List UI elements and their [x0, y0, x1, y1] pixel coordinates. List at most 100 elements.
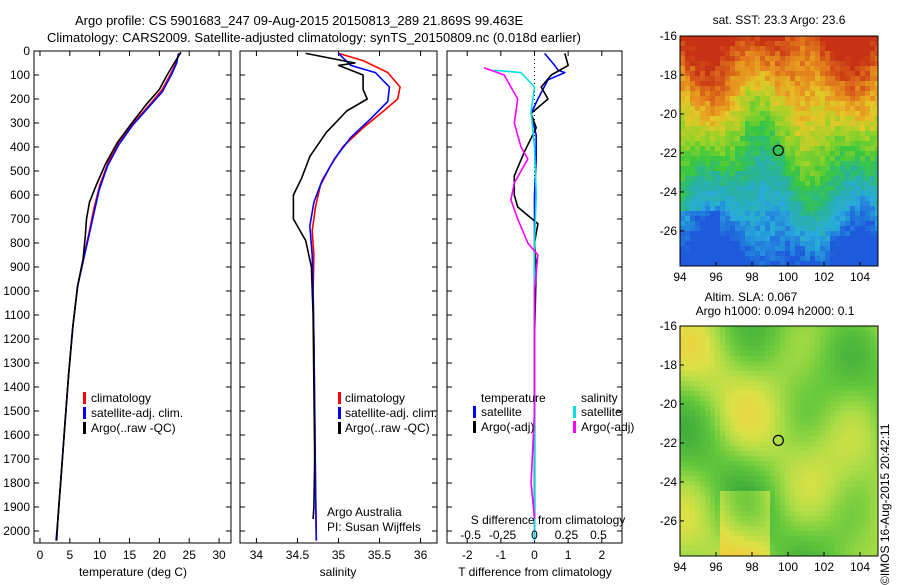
- heatmap-cell: [870, 111, 876, 117]
- heatmap-cell: [805, 376, 811, 382]
- heatmap-cell: [745, 416, 751, 422]
- heatmap-cell: [825, 486, 831, 492]
- heatmap-cell: [765, 186, 771, 192]
- heatmap-cell: [805, 326, 811, 332]
- heatmap-cell: [685, 171, 691, 177]
- series-line-t-argo-adj-: [513, 53, 570, 519]
- heatmap-cell: [695, 521, 701, 527]
- heatmap-cell: [805, 531, 811, 537]
- heatmap-cell: [685, 476, 691, 482]
- heatmap-cell: [740, 531, 746, 537]
- heatmap-cell: [815, 411, 821, 417]
- heatmap-cell: [855, 421, 861, 427]
- heatmap-cell: [785, 166, 791, 172]
- heatmap-cell: [720, 381, 726, 387]
- heatmap-cell: [750, 406, 756, 412]
- heatmap-cell: [770, 326, 776, 332]
- heatmap-cell: [730, 66, 736, 72]
- heatmap-cell: [845, 411, 851, 417]
- heatmap-cell: [715, 546, 721, 552]
- heatmap-cell: [795, 56, 801, 62]
- heatmap-cell: [710, 171, 716, 177]
- heatmap-cell: [830, 401, 836, 407]
- heatmap-cell: [860, 471, 866, 477]
- heatmap-cell: [775, 81, 781, 87]
- heatmap-cell: [690, 421, 696, 427]
- heatmap-cell: [830, 406, 836, 412]
- heatmap-cell: [730, 161, 736, 167]
- heatmap-cell: [750, 136, 756, 142]
- heatmap-cell: [760, 411, 766, 417]
- heatmap-cell: [755, 136, 761, 142]
- heatmap-cell: [790, 151, 796, 157]
- heatmap-cell: [790, 521, 796, 527]
- heatmap-cell: [870, 131, 876, 137]
- heatmap-cell: [750, 381, 756, 387]
- heatmap-cell: [855, 196, 861, 202]
- heatmap-cell: [740, 156, 746, 162]
- y-tick-label: 1100: [4, 308, 30, 322]
- heatmap-cell: [835, 251, 841, 257]
- heatmap-cell: [775, 521, 781, 527]
- heatmap-cell: [830, 121, 836, 127]
- heatmap-cell: [685, 36, 691, 42]
- heatmap-cell: [820, 76, 826, 82]
- heatmap-cell: [680, 71, 686, 77]
- heatmap-cell: [685, 71, 691, 77]
- heatmap-cell: [745, 161, 751, 167]
- heatmap-cell: [825, 51, 831, 57]
- heatmap-cell: [805, 356, 811, 362]
- heatmap-cell: [745, 401, 751, 407]
- heatmap-cell: [785, 411, 791, 417]
- heatmap-cell: [855, 221, 861, 227]
- heatmap-cell: [770, 506, 776, 512]
- heatmap-cell: [680, 476, 686, 482]
- heatmap-cell: [785, 91, 791, 97]
- heatmap-cell: [875, 436, 878, 442]
- heatmap-cell: [710, 151, 716, 157]
- heatmap-cell: [755, 211, 761, 217]
- heatmap-cell: [850, 156, 856, 162]
- y-tick-label: 1900: [3, 500, 30, 514]
- heatmap-cell: [805, 366, 811, 372]
- heatmap-cell: [775, 426, 781, 432]
- heatmap-cell: [815, 496, 821, 502]
- heatmap-cell: [720, 46, 726, 52]
- heatmap-cell: [835, 356, 841, 362]
- heatmap-cell: [685, 516, 691, 522]
- heatmap-cell: [745, 116, 751, 122]
- heatmap-cell: [700, 456, 706, 462]
- heatmap-cell: [795, 41, 801, 47]
- heatmap-cell: [680, 191, 686, 197]
- heatmap-cell: [720, 151, 726, 157]
- heatmap-cell: [705, 361, 711, 367]
- heatmap-cell: [685, 141, 691, 147]
- heatmap-cell: [795, 546, 801, 552]
- heatmap-cell: [840, 441, 846, 447]
- heatmap-cell: [775, 96, 781, 102]
- heatmap-cell: [840, 56, 846, 62]
- heatmap-cell: [775, 226, 781, 232]
- heatmap-cell: [790, 341, 796, 347]
- heatmap-cell: [715, 381, 721, 387]
- heatmap-cell: [715, 81, 721, 87]
- heatmap-cell: [730, 216, 736, 222]
- heatmap-cell: [790, 416, 796, 422]
- heatmap-cell: [695, 421, 701, 427]
- heatmap-cell: [825, 526, 831, 532]
- heatmap-cell: [755, 381, 761, 387]
- heatmap-cell: [825, 91, 831, 97]
- heatmap-cell: [825, 236, 831, 242]
- heatmap-cell: [865, 46, 871, 52]
- heatmap-cell: [720, 551, 726, 556]
- heatmap-cell: [805, 76, 811, 82]
- heatmap-cell: [860, 66, 866, 72]
- heatmap-cell: [790, 471, 796, 477]
- heatmap-cell: [740, 256, 746, 262]
- heatmap-cell: [840, 341, 846, 347]
- heatmap-cell: [745, 201, 751, 207]
- heatmap-cell: [765, 56, 771, 62]
- heatmap-cell: [740, 476, 746, 482]
- heatmap-cell: [710, 526, 716, 532]
- heatmap-cell: [800, 66, 806, 72]
